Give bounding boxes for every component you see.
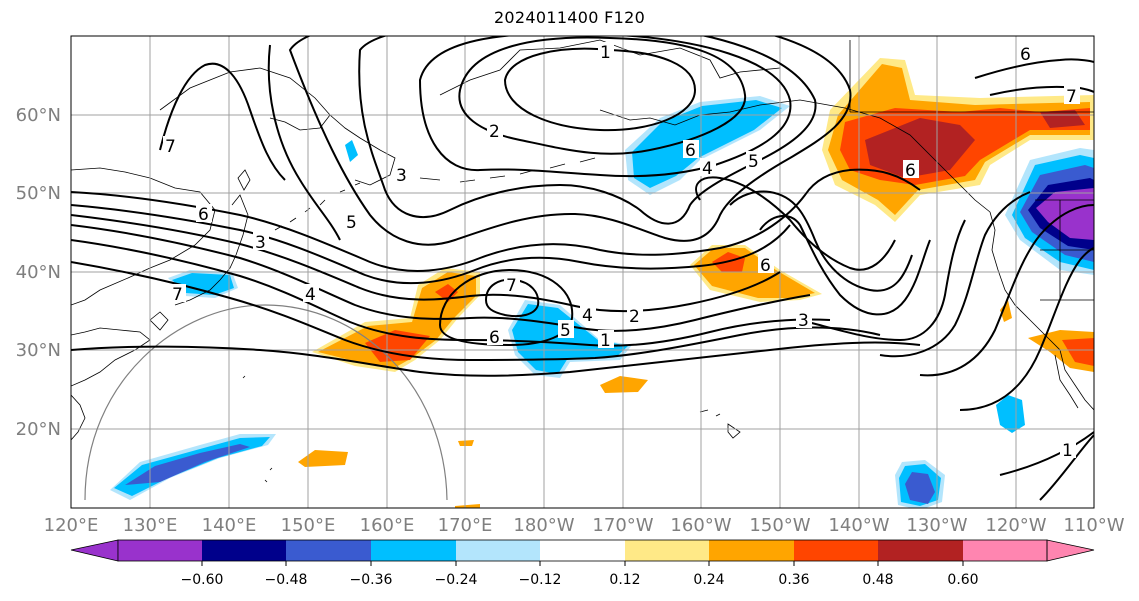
lon-label: 170°E: [438, 515, 493, 536]
lon-label: 150°E: [281, 515, 336, 536]
contour-label: 7: [1066, 87, 1077, 107]
colorbar-extend-high: [1046, 539, 1095, 562]
contour-label: 2: [629, 307, 640, 327]
lon-label: 130°E: [123, 515, 178, 536]
colorbar-tick-label: −0.24: [435, 572, 478, 588]
contour-label: 3: [396, 166, 407, 186]
latitude-labels: 60°N 50°N 40°N 30°N 20°N: [16, 105, 61, 440]
colorbar-bin: [286, 540, 371, 561]
contour-label: 4: [305, 285, 316, 305]
lon-label: 160°W: [670, 515, 731, 536]
contour-label: 5: [346, 213, 357, 233]
contour-label: 6: [489, 328, 500, 348]
lon-label: 150°W: [749, 515, 810, 536]
colorbar-bin: [540, 540, 625, 561]
colorbar-tick-label: 0.36: [778, 572, 809, 588]
map-frame: [70, 35, 1095, 509]
contour-label: 6: [760, 256, 771, 276]
contour-label: 7: [506, 276, 517, 296]
colorbar-bin: [202, 540, 286, 561]
lat-label: 40°N: [16, 262, 61, 283]
lon-label: 140°W: [828, 515, 889, 536]
colorbar: −0.60 −0.48 −0.36 −0.24 −0.12 0.12 0.24 …: [70, 539, 1095, 588]
contour-label: 7: [172, 285, 183, 305]
contour-label: 1: [600, 331, 611, 351]
colorbar-extend-low: [70, 539, 119, 562]
colorbar-tick-label: −0.12: [519, 572, 562, 588]
contour-label: 5: [748, 152, 759, 172]
contour-labels: 1 2 3 4 5 6 7 7 6 4 5 6 7 6: [163, 42, 1080, 461]
lat-label: 30°N: [16, 340, 61, 361]
colorbar-bin: [878, 540, 963, 561]
contour-7-west: [159, 62, 286, 181]
contour-1-east: [999, 431, 1094, 476]
colorbar-tick-label: 0.12: [609, 572, 640, 588]
colorbar-bin: [371, 540, 456, 561]
contour-label: 6: [685, 141, 696, 161]
contour-label: 1: [1062, 441, 1073, 461]
lat-label: 50°N: [16, 183, 61, 204]
map-title: 2024011400 F120: [493, 8, 646, 27]
lon-label: 180°W: [513, 515, 574, 536]
colorbar-bin: [118, 540, 202, 561]
colorbar-tick-label: 0.24: [693, 572, 724, 588]
range-circle: [84, 304, 448, 501]
contour-label: 3: [798, 311, 809, 331]
contour-label: 3: [255, 233, 266, 253]
lon-label: 160°E: [360, 515, 415, 536]
colorbar-tick-label: −0.60: [181, 572, 224, 588]
colorbar-tick-label: 0.60: [947, 572, 978, 588]
colorbar-bin: [794, 540, 878, 561]
contour-label: 1: [600, 43, 611, 63]
colorbar-tick-label: −0.48: [265, 572, 308, 588]
colorbar-bin: [456, 540, 540, 561]
lon-label: 170°W: [592, 515, 653, 536]
longitude-labels: 120°E 130°E 140°E 150°E 160°E 170°E 180°…: [44, 515, 1125, 536]
colorbar-bin: [709, 540, 794, 561]
colorbar-bin: [963, 540, 1047, 561]
graticule: [71, 36, 1094, 508]
contour-2: [458, 36, 747, 155]
lon-label: 120°W: [985, 515, 1046, 536]
lon-label: 110°W: [1063, 515, 1124, 536]
colorbar-tick-label: 0.48: [862, 572, 893, 588]
contour-label: 4: [702, 159, 713, 179]
lon-label: 140°E: [202, 515, 257, 536]
contour-label: 6: [1020, 45, 1031, 65]
contour-label: 2: [489, 122, 500, 142]
lat-label: 60°N: [16, 105, 61, 126]
contour-label: 6: [198, 205, 209, 225]
shaded-anomaly-field: [110, 58, 1094, 508]
contour-label: 7: [165, 137, 176, 157]
lat-label: 20°N: [16, 419, 61, 440]
contour-label: 4: [582, 306, 593, 326]
colorbar-tick-label: −0.36: [350, 572, 393, 588]
height-contours: [71, 36, 1094, 501]
lon-label: 130°W: [906, 515, 967, 536]
contour-1: [503, 47, 697, 132]
coastlines: [71, 39, 1094, 483]
lon-label: 120°E: [44, 515, 99, 536]
colorbar-bin: [625, 540, 709, 561]
contour-label: 6: [905, 161, 916, 181]
contour-7-ridge: [484, 278, 540, 318]
contour-label: 5: [560, 321, 571, 341]
